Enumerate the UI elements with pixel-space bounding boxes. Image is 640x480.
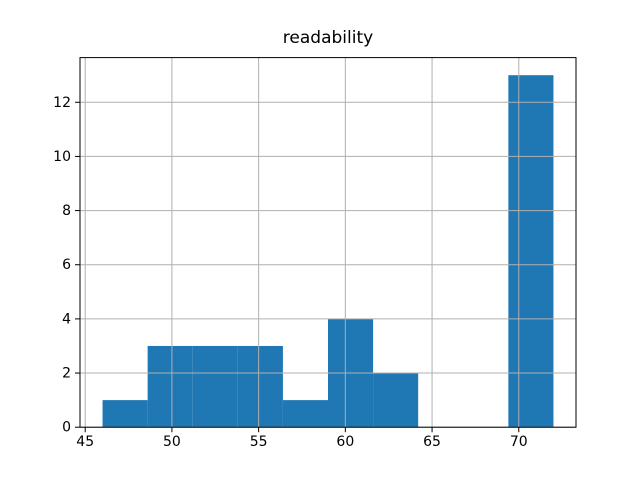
x-tick-label: 50 [163,434,181,450]
y-tick-label: 6 [62,257,71,273]
histogram-bar [102,400,148,428]
y-tick-label: 2 [62,366,71,382]
plot-border [79,57,577,428]
y-tick-label: 8 [62,203,71,219]
histogram-bar [373,373,419,428]
x-tick-label: 60 [336,434,354,450]
histogram-bar [282,400,328,428]
y-tick-label: 10 [53,149,71,165]
x-tick-label: 70 [510,434,528,450]
chart-title: readability [282,28,374,48]
y-tick-label: 0 [62,420,71,436]
x-tick-label: 45 [76,434,94,450]
x-tick-label: 55 [250,434,268,450]
histogram-bar [147,345,193,428]
histogram-bar [508,75,554,428]
histogram-bar [192,345,238,428]
y-tick-label: 4 [62,311,71,327]
histogram-bar [237,345,283,428]
y-tick-label: 12 [53,95,71,111]
x-tick-label: 65 [423,434,441,450]
